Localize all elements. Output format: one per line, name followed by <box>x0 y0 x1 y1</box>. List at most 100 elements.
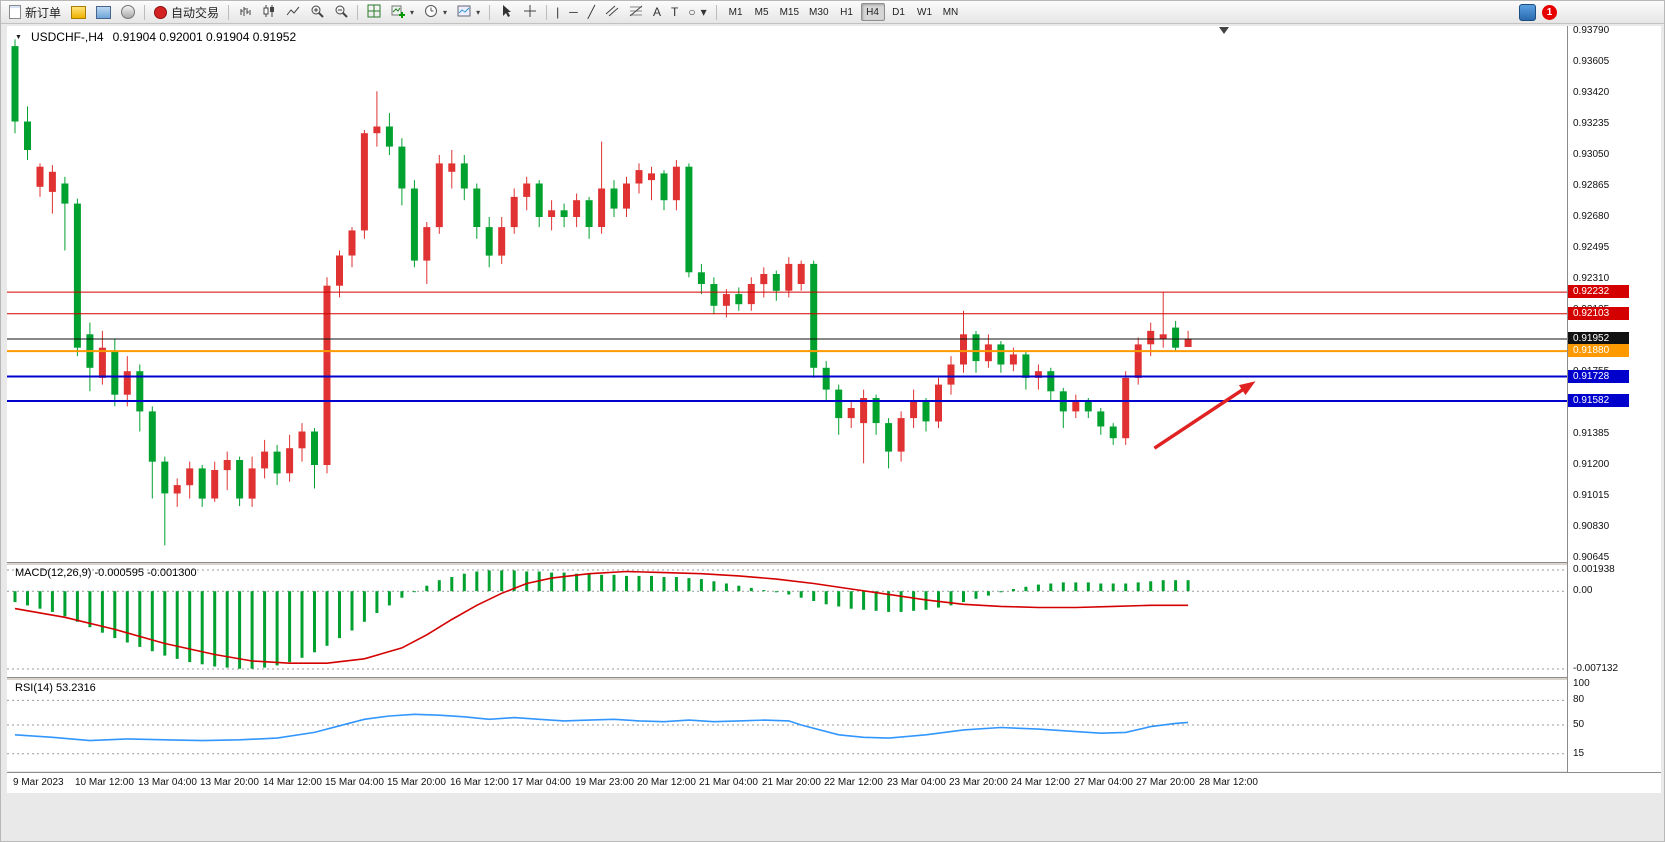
time-axis-label: 21 Mar 20:00 <box>762 777 821 788</box>
fibonacci-button[interactable] <box>624 2 648 22</box>
trendline-icon: ╱ <box>587 5 595 19</box>
main-chart-panel: ▼ USDCHF-,H4 0.91904 0.92001 0.91904 0.9… <box>7 26 1567 562</box>
time-axis-label: 13 Mar 20:00 <box>200 777 259 788</box>
price-tick: 0.91200 <box>1573 459 1610 470</box>
templates-button[interactable]: ▾ <box>452 2 485 22</box>
panel-splitter[interactable] <box>7 677 1661 680</box>
profiles-button[interactable] <box>91 2 116 22</box>
price-level-badge: 0.91880 <box>1568 344 1629 357</box>
zoom-in-icon <box>310 4 324 21</box>
candlestick-icon <box>262 4 276 21</box>
timeframe-button-mn[interactable]: MN <box>939 3 963 21</box>
timeframe-button-m30[interactable]: M30 <box>805 3 832 21</box>
notification-badge[interactable]: 1 <box>1542 4 1557 20</box>
price-tick: 0.92310 <box>1573 273 1610 284</box>
time-axis-label: 23 Mar 20:00 <box>949 777 1008 788</box>
periods-button[interactable]: ▾ <box>419 2 452 22</box>
price-level-badge: 0.91582 <box>1568 394 1629 407</box>
macd-axis-tick: 0.00 <box>1573 585 1593 596</box>
rsi-axis-tick: 80 <box>1573 694 1585 705</box>
timeframe-button-d1[interactable]: D1 <box>887 3 911 21</box>
time-axis-label: 27 Mar 04:00 <box>1074 777 1133 788</box>
refresh-icon <box>121 5 136 19</box>
chart-menu-icon[interactable]: ▼ <box>15 33 22 41</box>
channel-button[interactable] <box>600 2 624 22</box>
price-tick: 0.91015 <box>1573 490 1610 501</box>
candlestick-chart[interactable] <box>7 26 1567 562</box>
autoscroll-marker-icon[interactable] <box>1219 27 1229 34</box>
macd-axis-tick: -0.007132 <box>1573 663 1619 674</box>
time-axis-label: 24 Mar 12:00 <box>1011 777 1070 788</box>
label-icon: T <box>670 5 679 19</box>
ellipse-icon: ○ <box>688 5 696 19</box>
price-tick: 0.91385 <box>1573 428 1610 439</box>
timeframe-button-w1[interactable]: W1 <box>913 3 937 21</box>
bottom-strip <box>1 792 1664 841</box>
cursor-icon <box>499 4 513 21</box>
price-axis[interactable]: 0.93790 0.93605 0.93420 0.93235 0.93050 0.928… <box>1567 25 1661 772</box>
price-level-badge: 0.91952 <box>1568 332 1629 345</box>
price-tick: 0.93605 <box>1573 56 1610 67</box>
crosshair-button[interactable] <box>518 2 542 22</box>
crosshair-icon <box>523 4 537 21</box>
timeframe-button-m1[interactable]: M1 <box>724 3 748 21</box>
price-tick: 0.93050 <box>1573 149 1610 160</box>
cursor-button[interactable] <box>494 2 518 22</box>
trend-arrow[interactable] <box>1153 381 1256 450</box>
timeframe-button-h4[interactable]: H4 <box>860 3 885 21</box>
timeframe-button-h1[interactable]: H1 <box>835 3 859 21</box>
time-axis-label: 17 Mar 04:00 <box>512 777 571 788</box>
toolbar-separator <box>144 4 146 20</box>
tile-windows-button[interactable] <box>362 2 386 22</box>
text-icon: A <box>652 5 661 19</box>
panel-splitter[interactable] <box>7 562 1661 565</box>
vertical-line-button[interactable]: | <box>551 2 564 22</box>
macd-panel: MACD(12,26,9) -0.000595 -0.001300 <box>7 564 1567 677</box>
zoom-in-button[interactable] <box>305 2 329 22</box>
symbol-period-label: USDCHF-,H4 <box>30 30 104 44</box>
toolbar-separator <box>546 4 548 20</box>
chart-title: ▼ USDCHF-,H4 0.91904 0.92001 0.91904 0.9… <box>15 30 296 44</box>
line-chart-button[interactable] <box>281 2 305 22</box>
indicators-button[interactable]: ▾ <box>386 2 419 22</box>
text-button[interactable]: A <box>648 2 666 22</box>
toolbar-separator <box>228 4 230 20</box>
candlestick-chart-button[interactable] <box>257 2 281 22</box>
chat-icon[interactable] <box>1519 3 1536 21</box>
bar-chart-icon <box>238 4 252 21</box>
macd-chart[interactable] <box>7 564 1567 677</box>
clock-icon <box>424 4 438 21</box>
template-icon <box>457 4 471 21</box>
rsi-label: RSI(14) 53.2316 <box>15 682 96 694</box>
zoom-out-button[interactable] <box>329 2 353 22</box>
new-order-button[interactable]: 新订单 <box>4 2 66 22</box>
refresh-button[interactable] <box>116 2 140 22</box>
trendline-button[interactable]: ╱ <box>583 2 600 22</box>
shapes-button[interactable]: ○ ▾ <box>683 2 711 22</box>
auto-trading-label: 自动交易 <box>171 5 220 20</box>
price-tick: 0.92680 <box>1573 211 1610 222</box>
timeframe-button-m15[interactable]: M15 <box>776 3 803 21</box>
horizontal-line-button[interactable]: ─ <box>564 2 583 22</box>
time-axis-label: 16 Mar 12:00 <box>450 777 509 788</box>
rsi-chart[interactable] <box>7 679 1567 771</box>
new-chart-button[interactable] <box>66 2 91 22</box>
timeframe-button-m5[interactable]: M5 <box>750 3 774 21</box>
auto-trading-button[interactable]: 自动交易 <box>149 2 224 22</box>
price-tick: 0.90645 <box>1573 552 1610 563</box>
time-axis-label: 27 Mar 20:00 <box>1136 777 1195 788</box>
macd-label: MACD(12,26,9) -0.000595 -0.001300 <box>15 567 197 579</box>
macd-signal-line <box>14 570 1189 664</box>
price-tick: 0.93235 <box>1573 118 1610 129</box>
toolbar-separator <box>715 4 717 20</box>
label-button[interactable]: T <box>666 2 683 22</box>
toolbar-separator <box>357 4 359 20</box>
rsi-panel: RSI(14) 53.2316 <box>7 679 1567 771</box>
vertical-line-icon: | <box>556 5 560 19</box>
bar-chart-button[interactable] <box>233 2 257 22</box>
time-axis-label: 15 Mar 04:00 <box>325 777 384 788</box>
time-axis-label: 19 Mar 23:00 <box>575 777 634 788</box>
time-axis[interactable]: 9 Mar 2023 10 Mar 12:00 13 Mar 04:00 13 Mar… <box>7 772 1661 793</box>
time-axis-label: 28 Mar 12:00 <box>1199 777 1258 788</box>
